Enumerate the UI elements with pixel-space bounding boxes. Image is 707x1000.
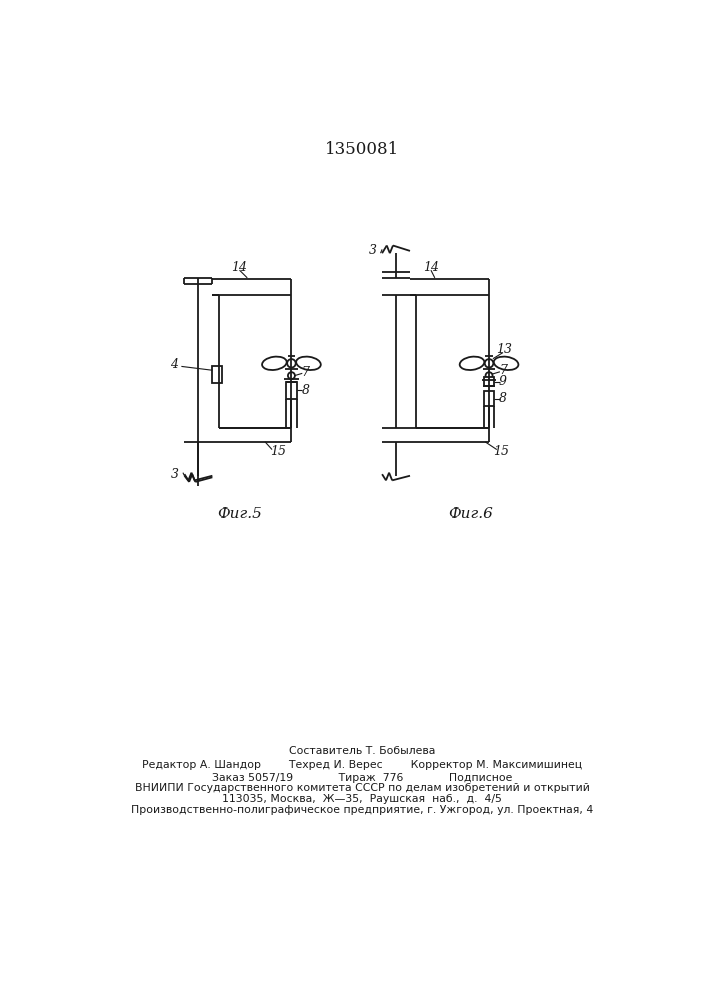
Bar — [484, 377, 493, 386]
Text: ВНИИПИ Государственного комитета СССР по делам изобретений и открытий: ВНИИПИ Государственного комитета СССР по… — [134, 783, 590, 793]
Text: 4: 4 — [170, 358, 177, 371]
Bar — [212, 366, 222, 383]
Text: 7: 7 — [499, 364, 507, 377]
Text: Составитель Т. Бобылева: Составитель Т. Бобылева — [288, 746, 435, 756]
Text: 3: 3 — [369, 244, 377, 257]
Text: Редактор А. Шандор        Техред И. Верес        Корректор М. Максимишинец: Редактор А. Шандор Техред И. Верес Корре… — [142, 760, 582, 770]
Bar — [286, 382, 297, 399]
Text: 13: 13 — [496, 343, 513, 356]
Text: 15: 15 — [270, 445, 286, 458]
Ellipse shape — [296, 357, 321, 370]
Text: Фиг.6: Фиг.6 — [448, 507, 493, 521]
Text: Заказ 5057/19             Тираж  776             Подписное: Заказ 5057/19 Тираж 776 Подписное — [212, 773, 512, 783]
Text: 113035, Москва,  Ж—35,  Раушская  наб.,  д.  4/5: 113035, Москва, Ж—35, Раушская наб., д. … — [222, 794, 502, 804]
Text: Фиг.5: Фиг.5 — [217, 507, 262, 521]
Text: 1350081: 1350081 — [325, 141, 399, 158]
Ellipse shape — [486, 372, 493, 379]
Text: 8: 8 — [301, 384, 310, 397]
Text: 15: 15 — [493, 445, 510, 458]
Ellipse shape — [460, 357, 484, 370]
Bar — [484, 391, 494, 406]
Text: 14: 14 — [423, 261, 439, 274]
Text: 8: 8 — [499, 392, 507, 405]
Text: 14: 14 — [231, 261, 247, 274]
Text: 7: 7 — [301, 366, 310, 379]
Ellipse shape — [262, 357, 287, 370]
Ellipse shape — [288, 372, 295, 379]
Text: 3: 3 — [171, 468, 179, 481]
Ellipse shape — [485, 359, 493, 368]
Text: 9: 9 — [499, 375, 507, 388]
Text: Производственно-полиграфическое предприятие, г. Ужгород, ул. Проектная, 4: Производственно-полиграфическое предприя… — [131, 805, 593, 815]
Ellipse shape — [287, 359, 296, 368]
Ellipse shape — [493, 357, 518, 370]
